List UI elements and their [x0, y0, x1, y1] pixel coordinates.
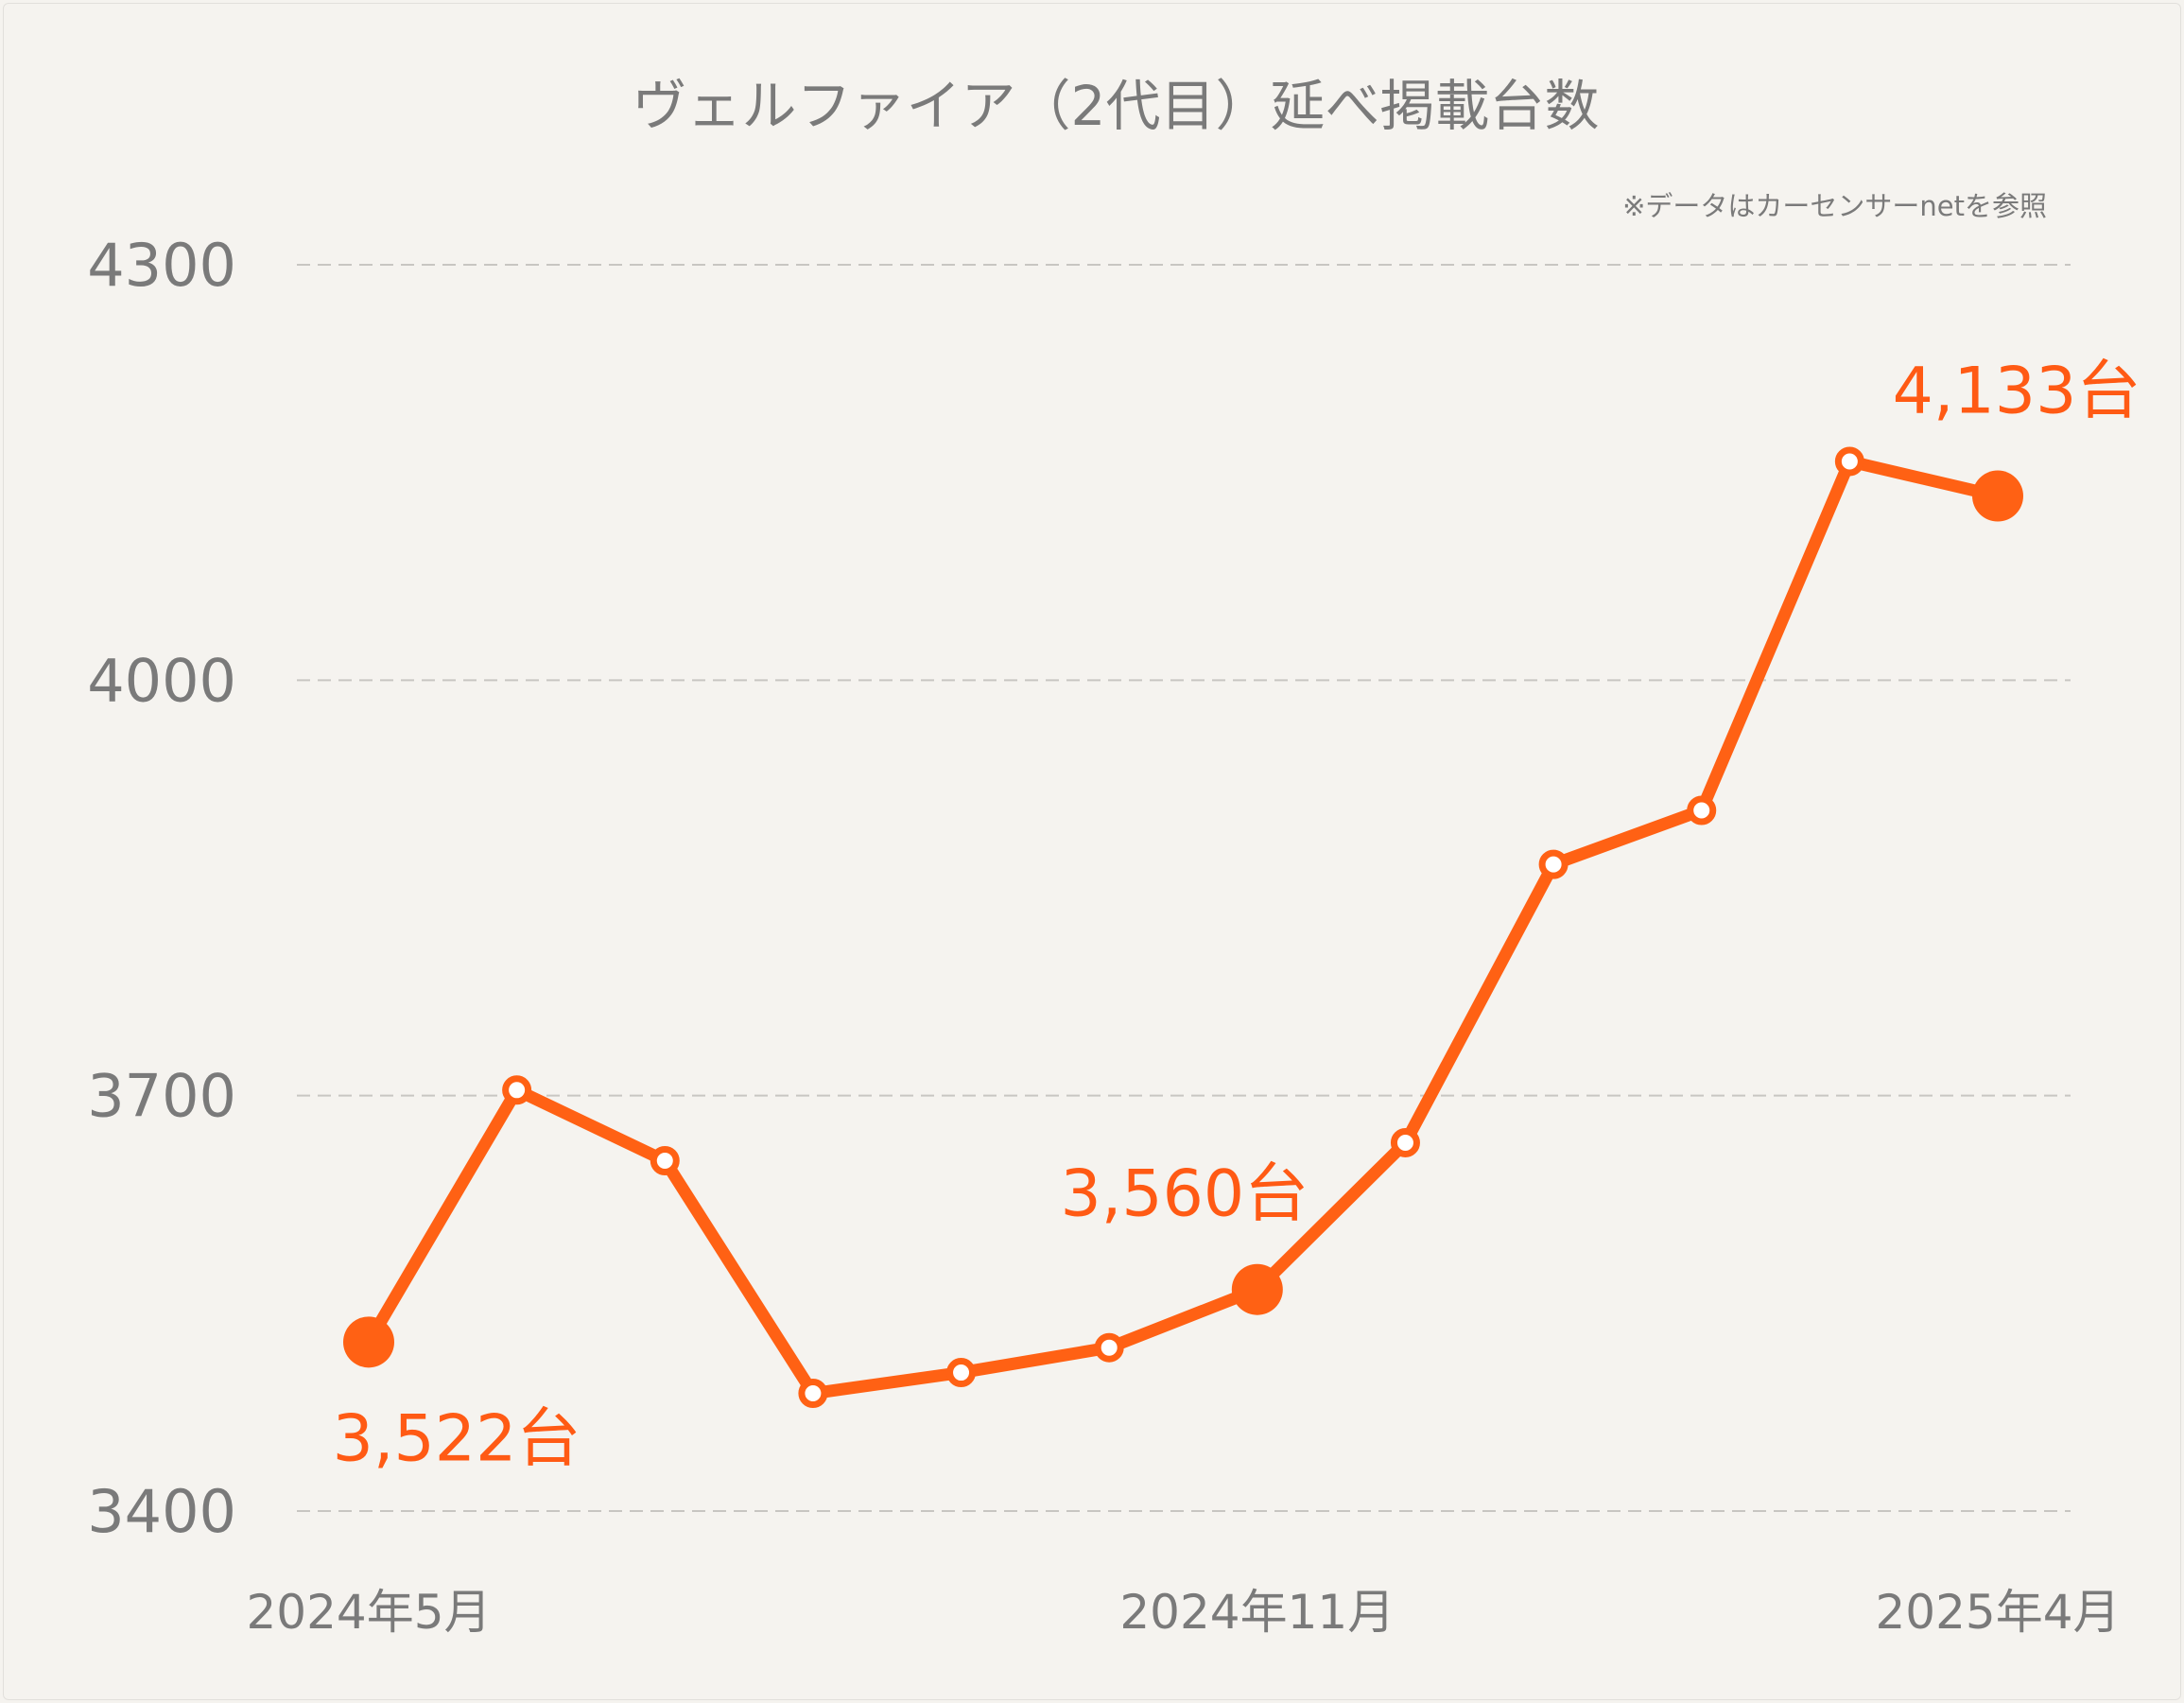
data-point: [650, 1145, 680, 1175]
source-note: ※データはカーセンサーnetを参照: [1622, 190, 2047, 222]
chart-title: ヴェルファイア（2代目）延べ掲載台数: [633, 74, 1600, 138]
data-point: [1687, 795, 1717, 825]
data-label: 3,560台: [1060, 1157, 1309, 1232]
data-point: [1834, 446, 1864, 477]
data-point: [1390, 1127, 1420, 1157]
highlight-point: [343, 1316, 394, 1368]
data-label: 3,522台: [333, 1401, 581, 1476]
x-tick-label: 2024年11月: [1119, 1585, 1395, 1640]
chart-frame: [3, 3, 2181, 1700]
y-tick-label: 4000: [87, 646, 236, 715]
series-line: [363, 455, 2000, 1400]
data-point: [946, 1358, 977, 1388]
data-point: [798, 1379, 828, 1409]
highlight-point: [1972, 470, 2023, 522]
data-label: 4,133台: [1893, 355, 2141, 429]
y-tick-label: 3700: [87, 1062, 236, 1131]
data-point: [502, 1075, 532, 1105]
data-point: [1538, 849, 1569, 879]
highlight-point: [1231, 1263, 1283, 1315]
y-tick-label: 4300: [87, 231, 236, 300]
x-tick-label: 2025年4月: [1875, 1585, 2120, 1640]
x-tick-label: 2024年5月: [246, 1585, 491, 1640]
y-tick-label: 3400: [87, 1477, 236, 1546]
data-point: [1094, 1332, 1124, 1363]
